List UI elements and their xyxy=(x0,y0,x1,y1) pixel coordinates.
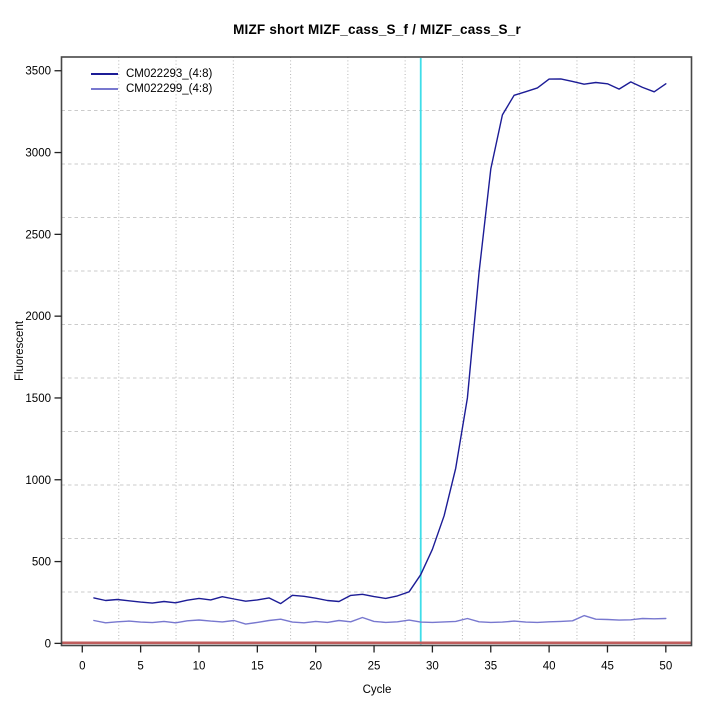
y-tick-label: 0 xyxy=(45,638,51,650)
x-tick-label: 35 xyxy=(484,661,497,673)
x-tick-label: 30 xyxy=(426,661,439,673)
x-tick-label: 10 xyxy=(193,661,206,673)
chart-title: MIZF short MIZF_cass_S_f / MIZF_cass_S_r xyxy=(233,22,521,37)
y-tick-label: 2000 xyxy=(25,311,51,323)
x-tick-label: 45 xyxy=(601,661,614,673)
legend-entry-1: CM022293_(4:8) xyxy=(91,66,212,81)
y-tick-label: 500 xyxy=(32,557,51,569)
x-tick-label: 25 xyxy=(368,661,381,673)
legend-line-sample-1 xyxy=(91,72,118,75)
x-tick-label: 50 xyxy=(659,661,672,673)
y-tick-label: 2500 xyxy=(25,229,51,241)
legend-label-2: CM022299_(4:8) xyxy=(126,82,213,95)
x-tick-label: 15 xyxy=(251,661,264,673)
y-tick-label: 3500 xyxy=(25,66,51,78)
x-tick-label: 20 xyxy=(309,661,322,673)
x-tick-label: 5 xyxy=(137,661,143,673)
legend: CM022293_(4:8) CM022299_(4:8) xyxy=(91,66,212,96)
legend-label-1: CM022293_(4:8) xyxy=(126,67,213,80)
y-tick-label: 1000 xyxy=(25,475,51,487)
x-tick-label: 40 xyxy=(543,661,556,673)
x-axis-label: Cycle xyxy=(362,684,392,696)
y-tick-label: 3000 xyxy=(25,148,51,160)
legend-entry-2: CM022299_(4:8) xyxy=(91,81,212,96)
legend-line-sample-2 xyxy=(91,87,118,90)
y-axis-label: Fluorescent xyxy=(14,320,26,382)
y-tick-label: 1500 xyxy=(25,393,51,405)
series-curve-2 xyxy=(93,614,667,625)
series-curve-1 xyxy=(93,78,667,605)
plot-border xyxy=(60,56,693,647)
x-tick-label: 0 xyxy=(79,661,85,673)
